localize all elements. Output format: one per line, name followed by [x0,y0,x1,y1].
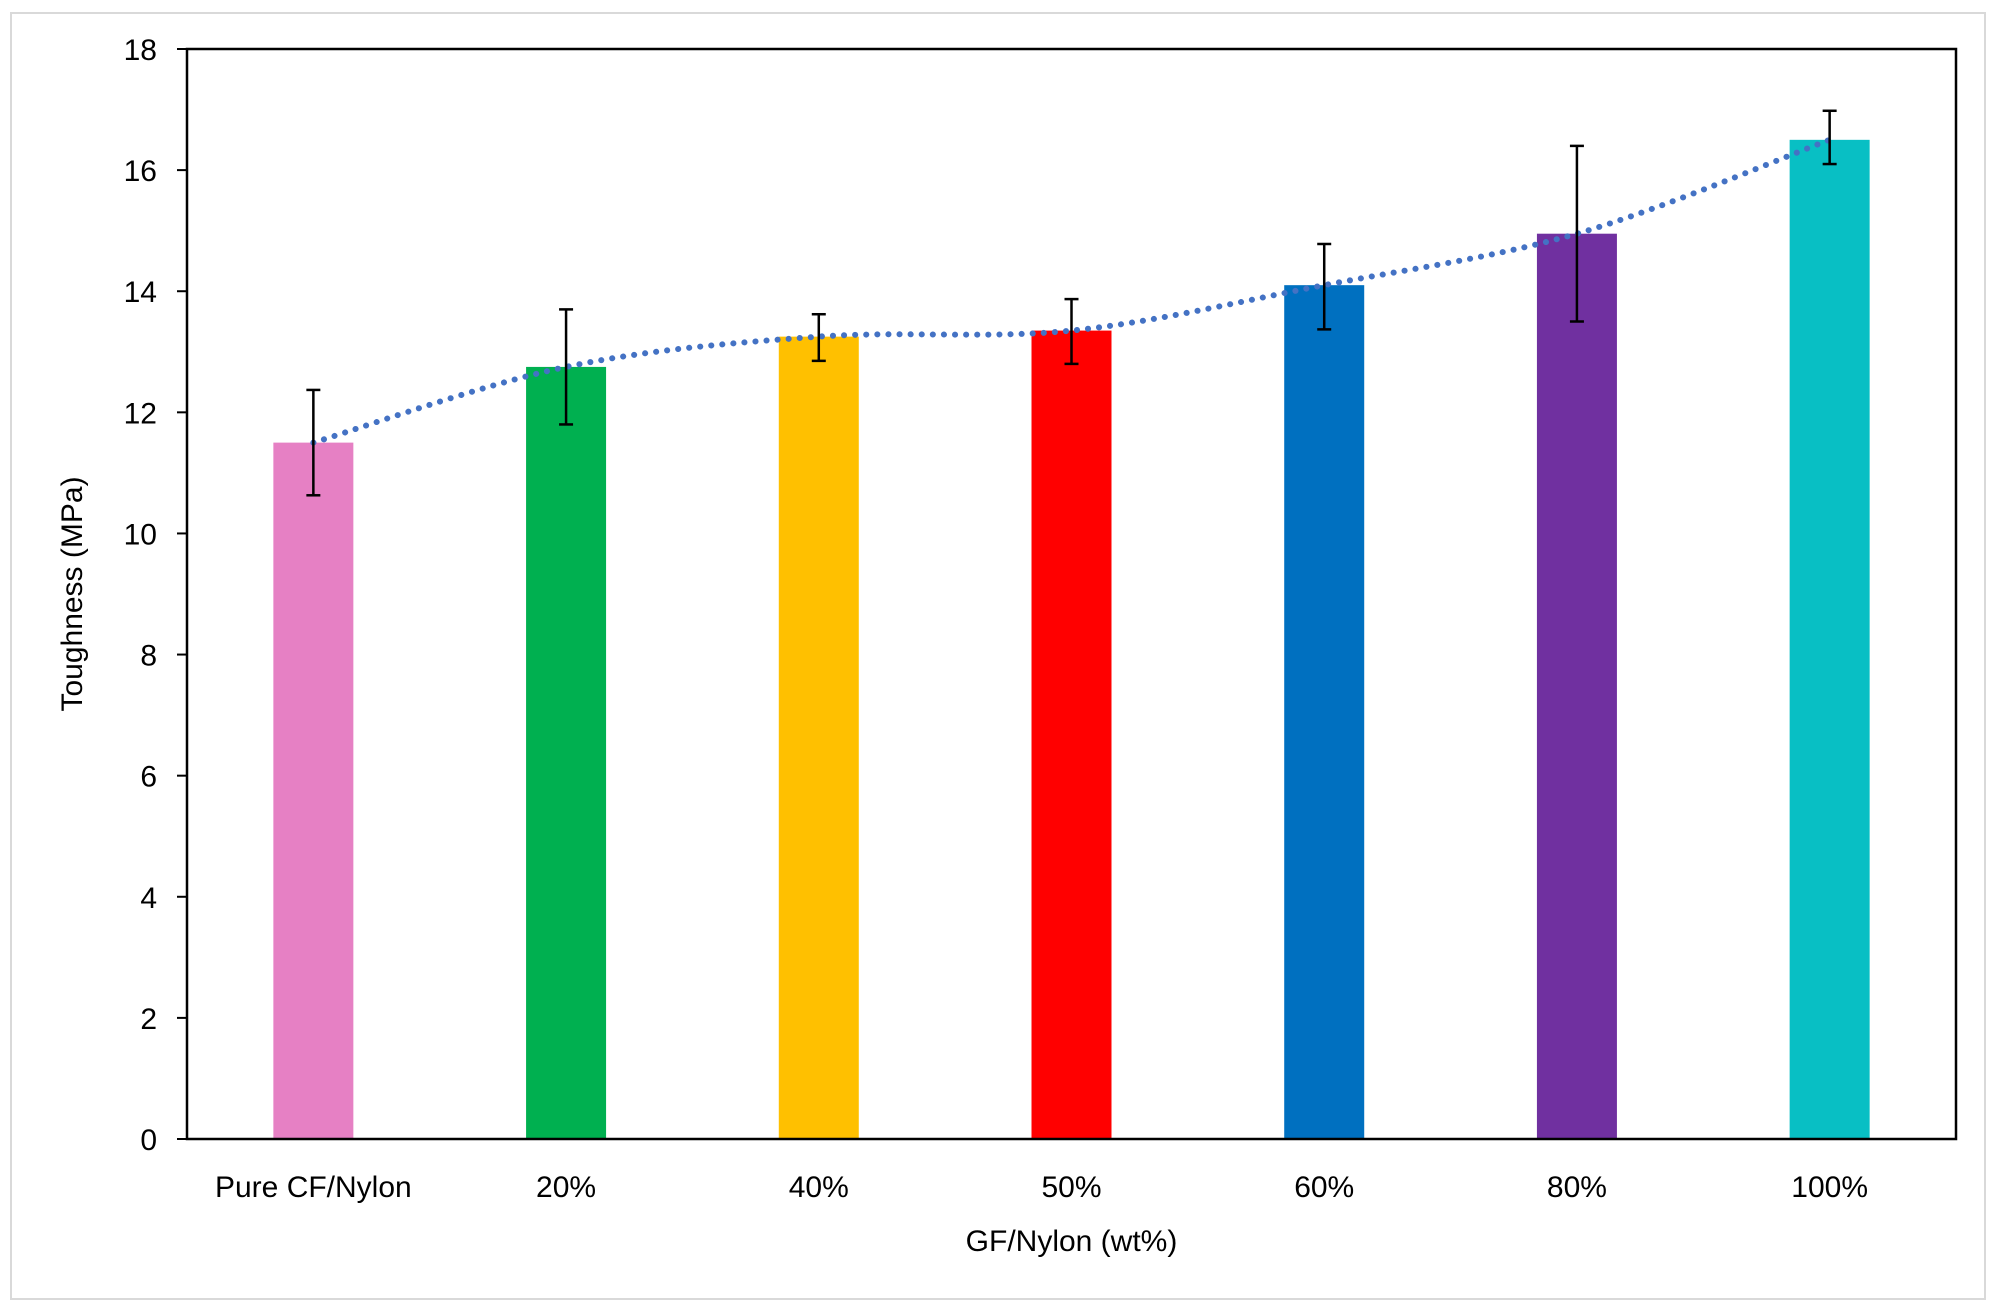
y-tick-label: 8 [140,640,157,673]
y-tick-label: 12 [124,397,157,430]
x-axis-title: GF/Nylon (wt%) [966,1225,1178,1258]
error-bar-7 [1822,109,1837,166]
bars [273,139,1870,1140]
x-axis-ticks: Pure CF/Nylon 20% 40% 50% 60% 80% 100% [215,1171,1868,1204]
bar-3 [778,336,859,1139]
error-bar-5 [1317,242,1332,331]
y-tick-label: 4 [140,882,157,915]
x-tick-label: 100% [1791,1171,1868,1204]
x-tick-label: 40% [789,1171,849,1204]
y-tick-label: 16 [124,155,157,188]
plot-area-border [185,47,1958,1141]
x-tick-label: 20% [536,1171,596,1204]
y-tick-label: 10 [124,518,157,551]
y-tick-label: 2 [140,1003,157,1036]
y-tick-label: 6 [140,761,157,794]
y-axis-ticks: 0 2 4 6 8 10 12 14 16 18 [124,34,187,1157]
x-tick-label: 50% [1041,1171,1101,1204]
error-bar-1 [306,388,321,497]
error-bar-4 [1064,297,1079,366]
error-bar-2 [559,308,574,426]
x-tick-label: 60% [1294,1171,1354,1204]
bar-1 [273,442,354,1140]
bar-6 [1536,233,1617,1139]
error-bar-3 [811,312,826,363]
y-tick-label: 18 [124,34,157,67]
bar-7 [1789,139,1870,1140]
bar-2 [526,366,607,1140]
y-tick-label: 14 [124,276,157,309]
x-tick-label: 80% [1547,1171,1607,1204]
error-bars [306,109,1837,497]
error-bar-6 [1569,144,1584,323]
y-axis-title: Toughness (MPa) [56,476,89,711]
bar-5 [1284,285,1365,1140]
y-tick-label: 0 [140,1124,157,1157]
x-tick-label: Pure CF/Nylon [215,1171,412,1204]
bar-4 [1031,330,1112,1139]
